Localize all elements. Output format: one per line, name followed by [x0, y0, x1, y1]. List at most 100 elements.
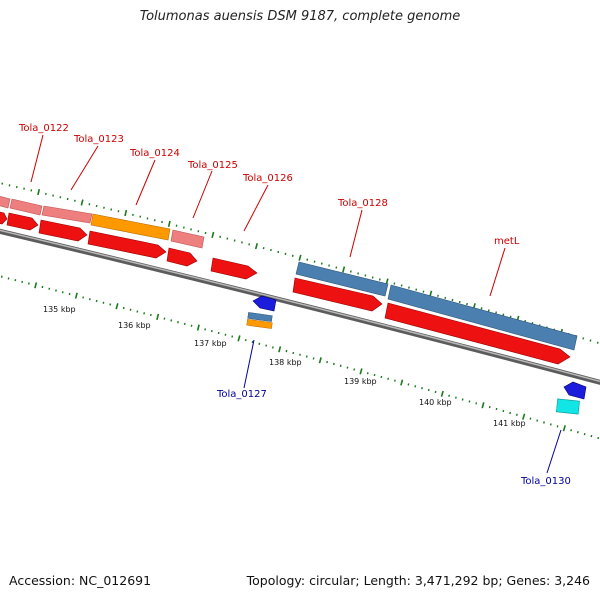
ruler-minor-tick: [292, 351, 295, 355]
kbp-label-135: 135 kbp: [43, 305, 76, 314]
cds-arrow-3[interactable]: [38, 219, 88, 242]
ruler-minor-tick: [299, 353, 301, 356]
gene-bar-tola-0121[interactable]: [0, 195, 11, 209]
ruler-minor-tick: [217, 331, 220, 335]
cds-reverse-tola-0130[interactable]: [563, 381, 587, 400]
ruler-minor-tick: [306, 258, 309, 261]
topology-text: Topology: circular; Length: 3,471,292 bp…: [246, 573, 590, 588]
gene-bar-tola-0123[interactable]: [41, 205, 93, 224]
ruler-minor-tick: [549, 423, 552, 426]
ruler-minor-tick: [380, 375, 383, 379]
ruler-major-tick: [237, 335, 241, 342]
ruler-minor-tick: [305, 355, 308, 358]
ruler-major-tick: [80, 199, 84, 206]
ruler-major-tick: [254, 243, 258, 250]
ruler-minor-tick: [393, 282, 396, 285]
ruler-major-tick: [318, 357, 322, 364]
ruler-minor-tick: [408, 286, 410, 289]
ruler-minor-tick: [204, 328, 207, 331]
ruler-minor-tick: [23, 187, 25, 190]
ruler-minor-tick: [44, 192, 47, 195]
cds-arrow-5[interactable]: [166, 247, 198, 267]
gene-bar-tola-0124[interactable]: [90, 213, 171, 241]
ruler-minor-tick: [480, 307, 483, 310]
cds-arrow-7[interactable]: [292, 277, 383, 312]
cds-reverse-tola-0127[interactable]: [252, 295, 277, 312]
ruler-major-tick: [37, 189, 41, 196]
genome-backbone: [0, 228, 600, 385]
ruler-minor-tick: [48, 287, 51, 290]
label-tola-0128[interactable]: Tola_0128: [337, 198, 388, 209]
gene-bar-tola-0127-b[interactable]: [246, 318, 273, 329]
ruler-minor-tick: [576, 430, 579, 434]
ruler-minor-tick: [68, 292, 71, 296]
ruler-major-tick: [115, 303, 119, 310]
gene-bar-tola-0125[interactable]: [170, 229, 205, 249]
ruler-minor-tick: [270, 248, 272, 252]
ruler-minor-tick: [421, 386, 423, 390]
label-tola-0122[interactable]: Tola_0122: [18, 123, 69, 134]
ruler-minor-tick: [582, 337, 585, 340]
gene-lane: [0, 195, 578, 351]
label-tola-0127[interactable]: Tola_0127: [216, 389, 267, 400]
cds-arrow-8[interactable]: [384, 302, 571, 365]
ruler-major-tick: [440, 390, 444, 397]
ruler-minor-tick: [437, 294, 439, 297]
cds-arrow-2[interactable]: [6, 212, 39, 231]
label-tola-0123[interactable]: Tola_0123: [73, 134, 124, 145]
kbp-labels: 135 kbp 136 kbp 137 kbp 138 kbp 139 kbp …: [43, 305, 526, 428]
ruler-major-tick: [34, 282, 38, 289]
ruler-major-tick: [562, 425, 566, 432]
ruler-minor-tick: [502, 409, 505, 413]
ruler-minor-tick: [487, 309, 490, 312]
cds-arrow-1[interactable]: [0, 211, 8, 225]
ruler-minor-tick: [466, 302, 468, 306]
label-tola-0124[interactable]: Tola_0124: [129, 148, 180, 159]
ruler-minor-tick: [129, 308, 132, 311]
gene-bar-metl[interactable]: [387, 284, 578, 351]
ruler-minor-tick: [175, 224, 178, 227]
ruler-minor-tick: [262, 247, 265, 250]
ruler-minor-tick: [364, 274, 367, 277]
gene-bar-tola-0128[interactable]: [295, 261, 389, 297]
ruler-minor-tick: [258, 342, 261, 345]
ruler-minor-tick: [378, 278, 381, 281]
ruler-minor-tick: [0, 275, 3, 278]
ruler-minor-tick: [509, 315, 512, 318]
gene-bar-tola-0127-a[interactable]: [247, 312, 273, 322]
ruler-minor-tick: [328, 264, 330, 267]
ruler-minor-tick: [210, 330, 213, 333]
gene-bar-tola-0122[interactable]: [9, 198, 43, 216]
label-tola-0130[interactable]: Tola_0130: [520, 476, 571, 487]
ruler-minor-tick: [241, 241, 243, 244]
ruler-minor-tick: [66, 197, 69, 201]
ruler-minor-tick: [132, 213, 134, 216]
cds-arrow-6[interactable]: [210, 257, 258, 280]
ruler-major-tick: [124, 209, 128, 217]
ruler-minor-tick: [332, 362, 335, 366]
kbp-label-138: 138 kbp: [269, 358, 302, 367]
ruler-minor-tick: [136, 310, 139, 313]
kbp-label-139: 139 kbp: [344, 377, 377, 386]
ruler-minor-tick: [117, 210, 120, 213]
ruler-minor-tick: [387, 377, 390, 381]
ruler-minor-tick: [400, 284, 403, 287]
gene-bar-tola-0130[interactable]: [555, 398, 580, 415]
ruler-minor-tick: [122, 306, 125, 310]
ruler-minor-tick: [515, 413, 518, 417]
ruler-minor-tick: [226, 237, 229, 240]
ruler-minor-tick: [415, 288, 418, 291]
label-tola-0125[interactable]: Tola_0125: [187, 160, 238, 171]
ruler-minor-tick: [414, 385, 417, 388]
ruler-minor-tick: [182, 226, 185, 229]
ruler-minor-tick: [95, 204, 98, 208]
label-tola-0126[interactable]: Tola_0126: [242, 173, 293, 184]
cds-arrow-4[interactable]: [87, 230, 167, 259]
kbp-label-136: 136 kbp: [118, 321, 151, 330]
leader-lines: [30, 134, 562, 474]
ruler-minor-tick: [88, 298, 91, 301]
ruler-minor-tick: [357, 272, 360, 275]
label-metl[interactable]: metL: [494, 236, 520, 247]
ruler-major-tick: [298, 254, 302, 261]
